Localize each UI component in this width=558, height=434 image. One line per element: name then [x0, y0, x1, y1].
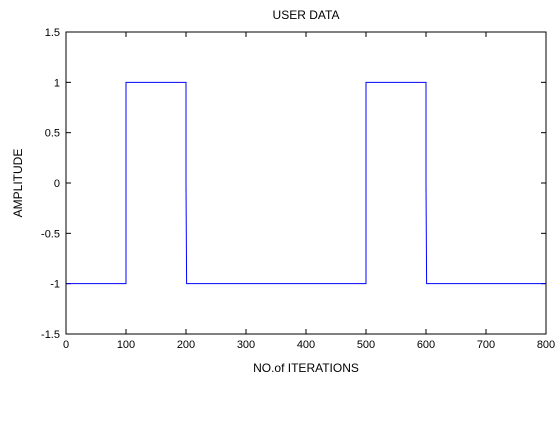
x-tick-label: 500 [357, 339, 375, 351]
x-tick-label: 200 [177, 339, 195, 351]
x-tick-label: 700 [477, 339, 495, 351]
series-line [66, 81, 546, 285]
plot-area-frame [65, 31, 547, 335]
x-tick-label: 800 [537, 339, 555, 351]
y-tick-label: -1 [50, 279, 60, 291]
x-axis-label: NO.of ITERATIONS [253, 361, 359, 375]
x-tick-label: 600 [417, 339, 435, 351]
x-tick-label: 100 [117, 339, 135, 351]
chart-title: USER DATA [273, 8, 340, 22]
x-tick-label: 400 [297, 339, 315, 351]
series-group [66, 81, 546, 285]
y-axis-ticks: -1.5 -1 -0.5 0 0.5 1 1.5 [41, 27, 546, 341]
x-tick-label: 300 [237, 339, 255, 351]
y-axis-label: AMPLITUDE [11, 149, 25, 218]
x-axis-ticks: 0 100 200 300 400 500 600 700 800 [63, 32, 555, 351]
x-tick-label: 0 [63, 339, 69, 351]
y-tick-label: 0 [54, 178, 60, 190]
y-tick-label: 1.5 [45, 27, 60, 39]
y-tick-label: 0.5 [45, 128, 60, 140]
y-tick-label: -1.5 [41, 329, 60, 341]
y-tick-label: -0.5 [41, 228, 60, 240]
y-tick-label: 1 [54, 77, 60, 89]
